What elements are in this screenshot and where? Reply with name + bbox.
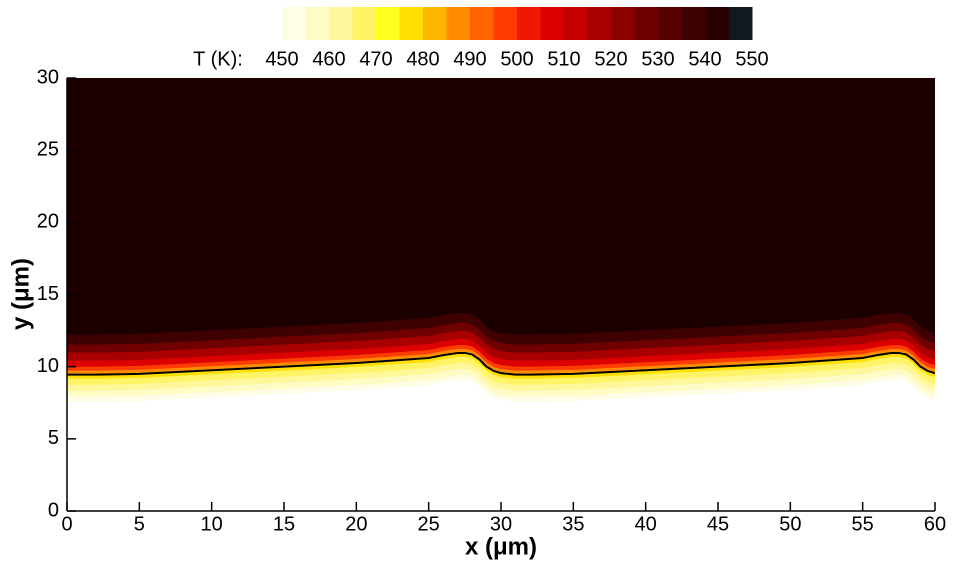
- colorbar-tick-label: 530: [641, 48, 674, 70]
- x-tick-label: 20: [345, 513, 367, 535]
- x-tick-label: 45: [707, 513, 729, 535]
- y-tick-label: 20: [37, 211, 59, 233]
- x-tick-label: 10: [201, 513, 223, 535]
- colorbar-tick-label: 480: [406, 48, 439, 70]
- colorbar-swatch: [376, 7, 400, 40]
- y-tick-label: 10: [37, 355, 59, 377]
- colorbar-swatch: [611, 7, 635, 40]
- colorbar-tick-label: 520: [594, 48, 627, 70]
- y-tick-label: 0: [48, 499, 59, 521]
- x-tick-label: 60: [924, 513, 946, 535]
- colorbar-tick-label: 510: [547, 48, 580, 70]
- x-tick-label: 55: [852, 513, 874, 535]
- colorbar-swatch: [658, 7, 682, 40]
- colorbar-swatch: [329, 7, 353, 40]
- colorbar-tick-label: 500: [500, 48, 533, 70]
- x-axis-label: x (μm): [465, 533, 537, 560]
- colorbar-swatch: [470, 7, 494, 40]
- colorbar-swatch: [540, 7, 565, 40]
- colorbar-swatch: [564, 7, 588, 40]
- x-tick-label: 35: [562, 513, 584, 535]
- y-axis-label: y (μm): [7, 258, 34, 330]
- colorbar-tick-label: 450: [265, 48, 298, 70]
- y-tick-label: 25: [37, 138, 59, 160]
- temperature-band: [67, 379, 935, 511]
- colorbar-tick-label: 540: [688, 48, 721, 70]
- x-tick-label: 50: [779, 513, 801, 535]
- colorbar-swatch: [282, 7, 306, 40]
- colorbar-swatch: [399, 7, 424, 40]
- x-tick-label: 25: [418, 513, 440, 535]
- colorbar-swatch: [493, 7, 518, 40]
- colorbar-swatch: [517, 7, 541, 40]
- colorbar-swatch: [634, 7, 659, 40]
- field: [67, 78, 935, 511]
- colorbar-tick-label: 470: [359, 48, 392, 70]
- x-tick-label: 15: [273, 513, 295, 535]
- x-tick-label: 0: [61, 513, 72, 535]
- colorbar-swatch: [728, 7, 753, 40]
- y-tick-label: 30: [37, 66, 59, 88]
- colorbar-swatch: [446, 7, 471, 40]
- y-tick-label: 15: [37, 283, 59, 305]
- interface-line: [67, 351, 935, 376]
- x-tick-label: 30: [490, 513, 512, 535]
- colorbar-swatch: [681, 7, 706, 40]
- colorbar-swatch: [305, 7, 330, 40]
- colorbar-swatch: [352, 7, 377, 40]
- colorbar-tick-label: 460: [312, 48, 345, 70]
- colorbar-swatch: [587, 7, 612, 40]
- colorbar-tick-label: 550: [735, 48, 768, 70]
- colorbar-swatch: [705, 7, 729, 40]
- x-tick-label: 40: [635, 513, 657, 535]
- x-tick-label: 5: [134, 513, 145, 535]
- colorbar-label: T (K):: [193, 48, 243, 70]
- colorbar-swatch: [423, 7, 447, 40]
- colorbar-tick-label: 490: [453, 48, 486, 70]
- y-tick-label: 5: [48, 427, 59, 449]
